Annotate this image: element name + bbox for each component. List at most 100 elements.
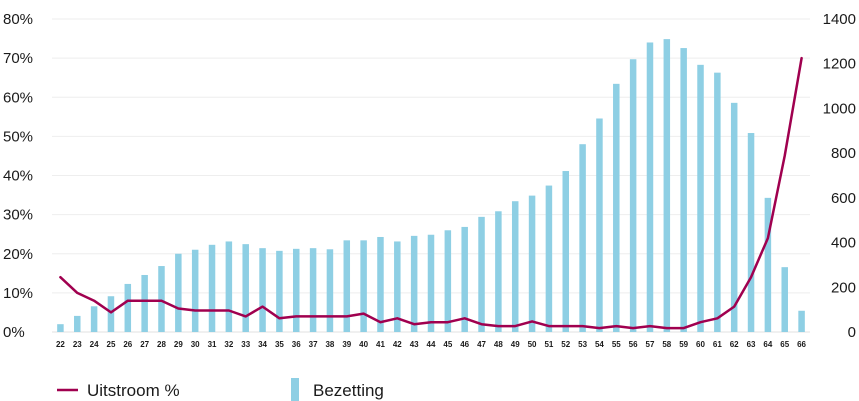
bar-bezetting-32 xyxy=(225,241,233,332)
left-axis-ticks: 0% 10% 20% 30% 40% 50% 60% 70% 80% xyxy=(3,11,33,341)
bar-bezetting-22 xyxy=(57,324,64,332)
bar-bezetting-50 xyxy=(528,195,536,332)
x-tick-label: 57 xyxy=(646,340,655,349)
bar-bezetting-65 xyxy=(781,267,788,332)
point-uitstroom-30 xyxy=(194,309,196,312)
point-uitstroom-55 xyxy=(615,325,618,327)
x-tick-label: 31 xyxy=(208,340,217,349)
x-tick-label: 33 xyxy=(241,340,250,349)
x-tick-label: 39 xyxy=(342,340,351,349)
bezetting-bars xyxy=(57,39,805,333)
bar-bezetting-44 xyxy=(427,234,435,332)
bar-bezetting-34 xyxy=(259,248,266,332)
bar-bezetting-40 xyxy=(360,240,367,332)
point-uitstroom-59 xyxy=(682,327,685,329)
point-uitstroom-26 xyxy=(127,299,129,302)
point-uitstroom-23 xyxy=(76,292,79,294)
point-uitstroom-48 xyxy=(497,325,500,327)
bar-bezetting-58 xyxy=(663,39,671,332)
bar-bezetting-43 xyxy=(410,235,418,332)
legend-bar-swatch xyxy=(291,378,299,401)
point-uitstroom-38 xyxy=(329,315,331,318)
left-tick-label: 50% xyxy=(3,128,33,145)
point-uitstroom-58 xyxy=(666,327,668,329)
x-tick-label: 43 xyxy=(410,340,419,349)
bar-bezetting-49 xyxy=(511,201,519,332)
bar-bezetting-42 xyxy=(394,241,401,332)
point-uitstroom-54 xyxy=(598,327,601,329)
right-tick-label: 200 xyxy=(831,279,856,296)
right-tick-label: 600 xyxy=(831,190,856,207)
point-uitstroom-46 xyxy=(463,317,466,320)
point-uitstroom-37 xyxy=(312,315,314,318)
right-tick-label: 800 xyxy=(831,145,856,162)
x-tick-label: 42 xyxy=(393,340,402,349)
point-uitstroom-25 xyxy=(110,311,112,314)
bar-bezetting-56 xyxy=(629,59,637,332)
x-tick-label: 34 xyxy=(258,340,267,349)
x-tick-label: 38 xyxy=(325,340,334,349)
point-uitstroom-45 xyxy=(447,321,449,324)
right-tick-label: 1200 xyxy=(823,56,856,73)
point-uitstroom-66 xyxy=(800,57,803,59)
left-tick-label: 20% xyxy=(3,246,33,263)
point-uitstroom-32 xyxy=(228,309,230,312)
point-uitstroom-29 xyxy=(177,307,180,310)
x-tick-label: 27 xyxy=(140,340,149,349)
bar-bezetting-28 xyxy=(158,266,165,332)
x-tick-label: 28 xyxy=(157,340,166,349)
point-uitstroom-57 xyxy=(649,325,651,327)
bar-bezetting-45 xyxy=(444,230,452,332)
bar-bezetting-46 xyxy=(461,226,468,332)
point-uitstroom-35 xyxy=(278,317,281,320)
bar-bezetting-35 xyxy=(276,250,283,332)
right-tick-label: 1400 xyxy=(823,11,856,28)
right-tick-label: 400 xyxy=(831,235,856,252)
left-tick-label: 60% xyxy=(3,89,33,106)
x-tick-label: 30 xyxy=(191,340,200,349)
x-tick-label: 56 xyxy=(629,340,638,349)
bar-bezetting-31 xyxy=(208,244,216,332)
x-tick-label: 60 xyxy=(696,340,705,349)
point-uitstroom-36 xyxy=(295,315,298,318)
x-tick-label: 52 xyxy=(561,340,570,349)
point-uitstroom-64 xyxy=(767,237,769,239)
legend-label-uitstroom: Uitstroom % xyxy=(87,381,180,400)
legend: Uitstroom % Bezetting xyxy=(57,378,384,401)
bar-bezetting-63 xyxy=(747,133,755,332)
bar-bezetting-24 xyxy=(90,306,98,332)
point-uitstroom-40 xyxy=(362,312,365,315)
point-uitstroom-27 xyxy=(143,299,146,302)
bar-bezetting-37 xyxy=(309,248,317,332)
left-tick-label: 40% xyxy=(3,168,33,185)
legend-label-bezetting: Bezetting xyxy=(313,381,384,400)
x-tick-label: 23 xyxy=(73,340,82,349)
point-uitstroom-43 xyxy=(413,323,415,325)
point-uitstroom-49 xyxy=(514,325,517,327)
bar-bezetting-23 xyxy=(74,315,81,332)
bar-bezetting-38 xyxy=(326,249,334,332)
bar-bezetting-25 xyxy=(107,296,115,332)
bar-bezetting-30 xyxy=(191,249,199,332)
bar-bezetting-66 xyxy=(798,310,805,332)
bar-bezetting-27 xyxy=(141,274,148,332)
bar-bezetting-59 xyxy=(680,48,687,333)
x-tick-label: 24 xyxy=(90,340,99,349)
left-tick-label: 0% xyxy=(3,324,25,341)
x-tick-label: 53 xyxy=(578,340,587,349)
point-uitstroom-47 xyxy=(480,323,483,325)
point-uitstroom-31 xyxy=(211,309,213,312)
point-uitstroom-24 xyxy=(93,299,95,302)
left-tick-label: 70% xyxy=(3,50,33,67)
x-tick-label: 55 xyxy=(612,340,621,349)
bar-bezetting-52 xyxy=(562,171,570,332)
x-axis-ticks: 22 23 24 25 26 27 28 29 30 31 32 33 34 35 36 37 38 39 40 41… xyxy=(56,340,807,349)
x-tick-label: 50 xyxy=(528,340,537,349)
point-uitstroom-56 xyxy=(632,327,634,329)
x-tick-label: 48 xyxy=(494,340,503,349)
point-uitstroom-63 xyxy=(750,276,752,279)
x-tick-label: 46 xyxy=(460,340,469,349)
bar-bezetting-57 xyxy=(646,42,654,332)
point-uitstroom-39 xyxy=(345,315,348,318)
